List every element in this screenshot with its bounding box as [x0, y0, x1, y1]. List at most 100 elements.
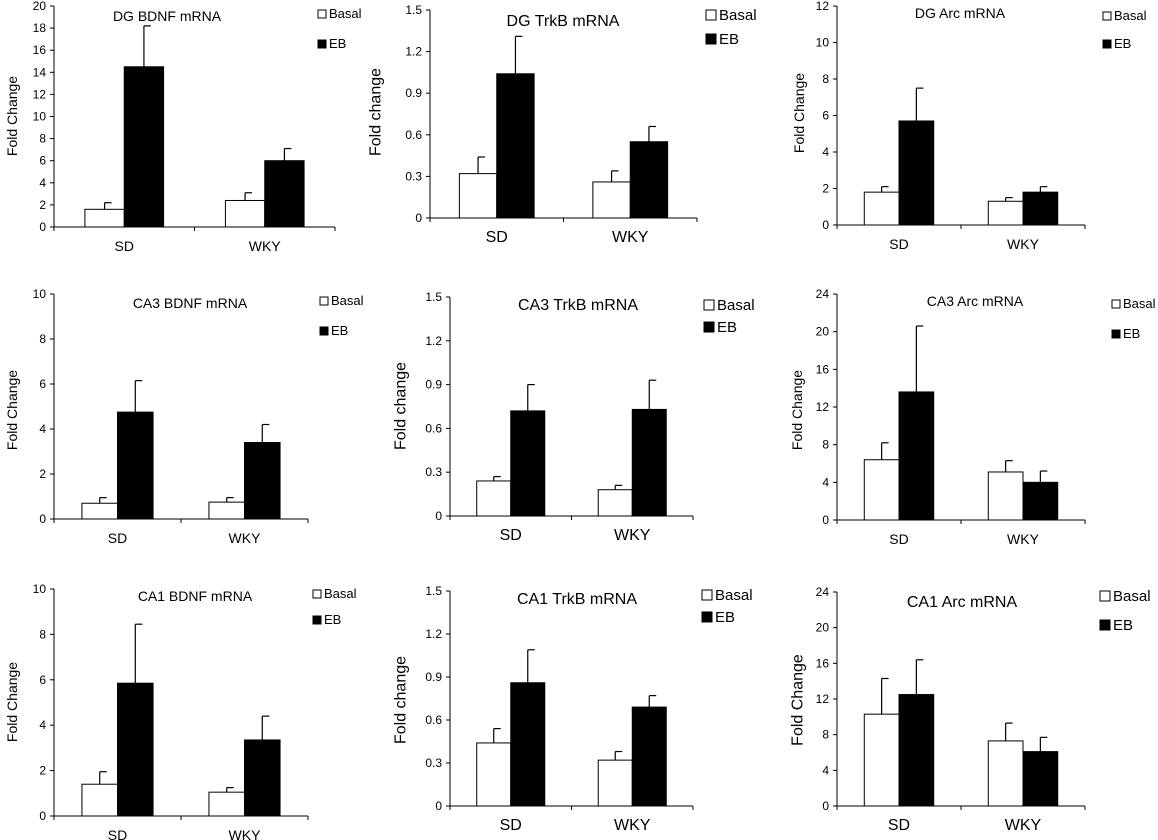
legend-label-basal: Basal [717, 297, 755, 314]
x-tick-label: WKY [1007, 531, 1040, 547]
y-axis-label: Fold Change [791, 73, 807, 153]
legend-label-basal: Basal [1113, 588, 1151, 605]
y-tick-label: 24 [816, 585, 830, 599]
legend-label-basal: Basal [715, 587, 753, 604]
bar-eb [117, 411, 154, 520]
bar-eb [244, 739, 281, 817]
chart-title: DG TrkB mRNA [507, 13, 620, 30]
bar-basal [987, 471, 1024, 521]
bar-eb [244, 442, 281, 520]
y-tick-label: 12 [33, 87, 47, 101]
bar-eb [631, 408, 667, 517]
bar-basal [208, 791, 246, 817]
y-tick-label: 8 [822, 72, 829, 86]
y-tick-label: 16 [33, 43, 47, 57]
chart-panel: 0 4 8 12 16 20 24 SD WKY CA3 Arc mRNA Fold Change B… [789, 287, 1156, 547]
y-tick-label: 0.6 [405, 128, 422, 142]
bar-basal [81, 502, 119, 520]
bar-basal [597, 489, 633, 517]
y-tick-label: 0 [435, 509, 442, 523]
legend-swatch-eb [701, 611, 713, 623]
legend-label-basal: Basal [1123, 296, 1156, 311]
y-tick-label: 18 [33, 21, 47, 35]
legend-swatch-eb [317, 39, 327, 49]
y-tick-label: 4 [822, 145, 829, 159]
y-tick-label: 20 [816, 621, 830, 635]
bar-eb [264, 160, 305, 228]
bar-basal [592, 181, 631, 219]
bar-basal [224, 199, 266, 228]
y-tick-label: 0.3 [425, 465, 442, 479]
y-tick-label: 0.6 [425, 421, 442, 435]
legend-swatch-basal [705, 9, 717, 21]
chart-title: CA1 TrkB mRNA [517, 591, 637, 608]
bar-basal [458, 173, 498, 219]
x-tick-label: WKY [229, 530, 262, 546]
bar-eb [117, 682, 154, 817]
bar-eb [510, 682, 546, 807]
y-tick-label: 12 [816, 400, 830, 414]
legend-swatch-eb [1111, 329, 1121, 339]
x-tick-label: WKY [1005, 817, 1042, 834]
y-tick-label: 2 [822, 182, 829, 196]
bar-basal [476, 480, 512, 517]
legend-swatch-basal [1099, 590, 1111, 602]
legend-swatch-basal [1102, 11, 1112, 21]
legend-swatch-eb [1099, 619, 1111, 631]
bar-eb [898, 120, 935, 226]
y-tick-label: 0 [39, 809, 46, 823]
legend-label-eb: EB [717, 319, 737, 336]
y-tick-label: 0 [39, 512, 46, 526]
legend-swatch-eb [705, 33, 717, 45]
legend-label-eb: EB [329, 36, 346, 51]
y-tick-label: 0.9 [425, 378, 442, 392]
legend-swatch-basal [703, 299, 715, 311]
x-tick-label: SD [889, 236, 908, 252]
bar-basal [863, 459, 900, 521]
y-tick-label: 0 [822, 799, 829, 813]
bar-basal [987, 200, 1024, 226]
y-tick-label: 24 [816, 287, 830, 301]
y-tick-label: 4 [39, 176, 46, 190]
bar-eb [898, 694, 935, 807]
legend-swatch-basal [701, 589, 713, 601]
y-tick-label: 0 [822, 218, 829, 232]
y-axis-label: Fold Change [790, 654, 807, 746]
legend-swatch-eb [319, 326, 329, 336]
y-tick-label: 12 [816, 0, 830, 13]
bar-basal [476, 742, 512, 807]
bar-basal [863, 713, 900, 807]
y-tick-label: 8 [39, 627, 46, 641]
x-tick-label: WKY [229, 827, 262, 840]
chart-panel: 0 2 4 6 8 10 SD WKY CA3 BDNF mRNA Fold Change Basa… [4, 287, 364, 546]
y-tick-label: 0.3 [425, 756, 442, 770]
x-tick-label: SD [889, 531, 908, 547]
y-tick-label: 0 [39, 220, 46, 234]
legend-label-basal: Basal [719, 7, 757, 24]
y-axis-label: Fold Change [4, 76, 20, 156]
y-tick-label: 2 [39, 198, 46, 212]
x-tick-label: WKY [614, 527, 651, 544]
x-tick-label: SD [500, 527, 522, 544]
chart-title: CA1 Arc mRNA [907, 594, 1018, 611]
x-tick-label: WKY [614, 817, 651, 834]
y-tick-label: 12 [816, 692, 830, 706]
bar-eb [510, 410, 546, 517]
bar-eb [1022, 191, 1059, 226]
y-tick-label: 8 [39, 332, 46, 346]
y-tick-label: 0.3 [405, 169, 422, 183]
x-tick-label: SD [500, 817, 522, 834]
x-tick-label: SD [108, 827, 127, 840]
legend-swatch-eb [312, 615, 322, 625]
chart-panel: 0 0.3 0.6 0.9 1.2 1.5 SD WKY CA3 TrkB mRNA Fold c… [393, 290, 755, 544]
y-axis-label: Fold Change [789, 370, 805, 450]
chart-title: DG BDNF mRNA [113, 8, 222, 24]
chart-panel: 0 2 4 6 8 10 12 14 16 18 20 SD WKY DG BDNF mRNA Fold C… [4, 0, 362, 254]
y-tick-label: 8 [822, 728, 829, 742]
legend-label-eb: EB [324, 612, 341, 627]
chart-title: DG Arc mRNA [915, 5, 1006, 21]
legend-label-basal: Basal [324, 586, 357, 601]
legend-swatch-basal [312, 589, 322, 599]
y-tick-label: 1.2 [425, 627, 442, 641]
